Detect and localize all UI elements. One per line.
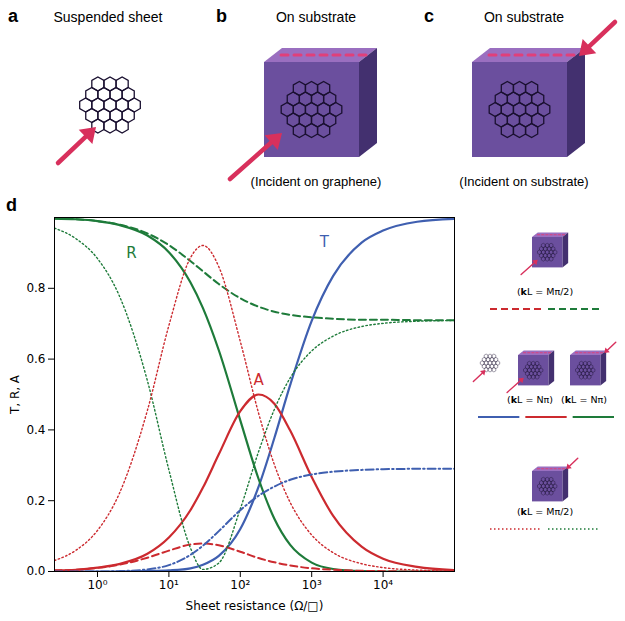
svg-text:0.6: 0.6 (26, 352, 45, 366)
svg-text:On substrate: On substrate (484, 9, 564, 25)
svg-text:(kL = Nπ): (kL = Nπ) (561, 394, 607, 405)
svg-text:On substrate: On substrate (276, 9, 356, 25)
svg-text:(kL = Mπ/2): (kL = Mπ/2) (517, 286, 573, 297)
svg-text:0.4: 0.4 (26, 423, 45, 437)
svg-text:0.8: 0.8 (26, 281, 45, 295)
svg-text:10⁴: 10⁴ (373, 578, 393, 592)
svg-text:Suspended sheet: Suspended sheet (54, 9, 163, 25)
svg-text:T, R, A: T, R, A (8, 374, 22, 415)
svg-text:A: A (253, 371, 264, 389)
svg-text:10¹: 10¹ (159, 578, 179, 592)
svg-text:0.2: 0.2 (26, 494, 45, 508)
svg-text:a: a (8, 6, 19, 26)
svg-text:c: c (424, 6, 434, 26)
svg-text:R: R (126, 244, 136, 262)
svg-text:10⁰: 10⁰ (87, 578, 107, 592)
svg-text:10³: 10³ (302, 578, 322, 592)
html-text:d: d (6, 195, 17, 215)
svg-text:Sheet resistance (Ω/□): Sheet resistance (Ω/□) (186, 599, 324, 613)
svg-text:(kL = Nπ): (kL = Nπ) (507, 394, 553, 405)
svg-text:b: b (216, 6, 227, 26)
svg-text:(Incident on substrate): (Incident on substrate) (459, 174, 588, 189)
svg-text:(Incident on graphene): (Incident on graphene) (251, 174, 382, 189)
svg-text:10²: 10² (230, 578, 250, 592)
svg-text:T: T (319, 233, 330, 251)
svg-text:0.0: 0.0 (26, 564, 45, 578)
svg-text:(kL = Mπ/2): (kL = Mπ/2) (517, 506, 573, 517)
